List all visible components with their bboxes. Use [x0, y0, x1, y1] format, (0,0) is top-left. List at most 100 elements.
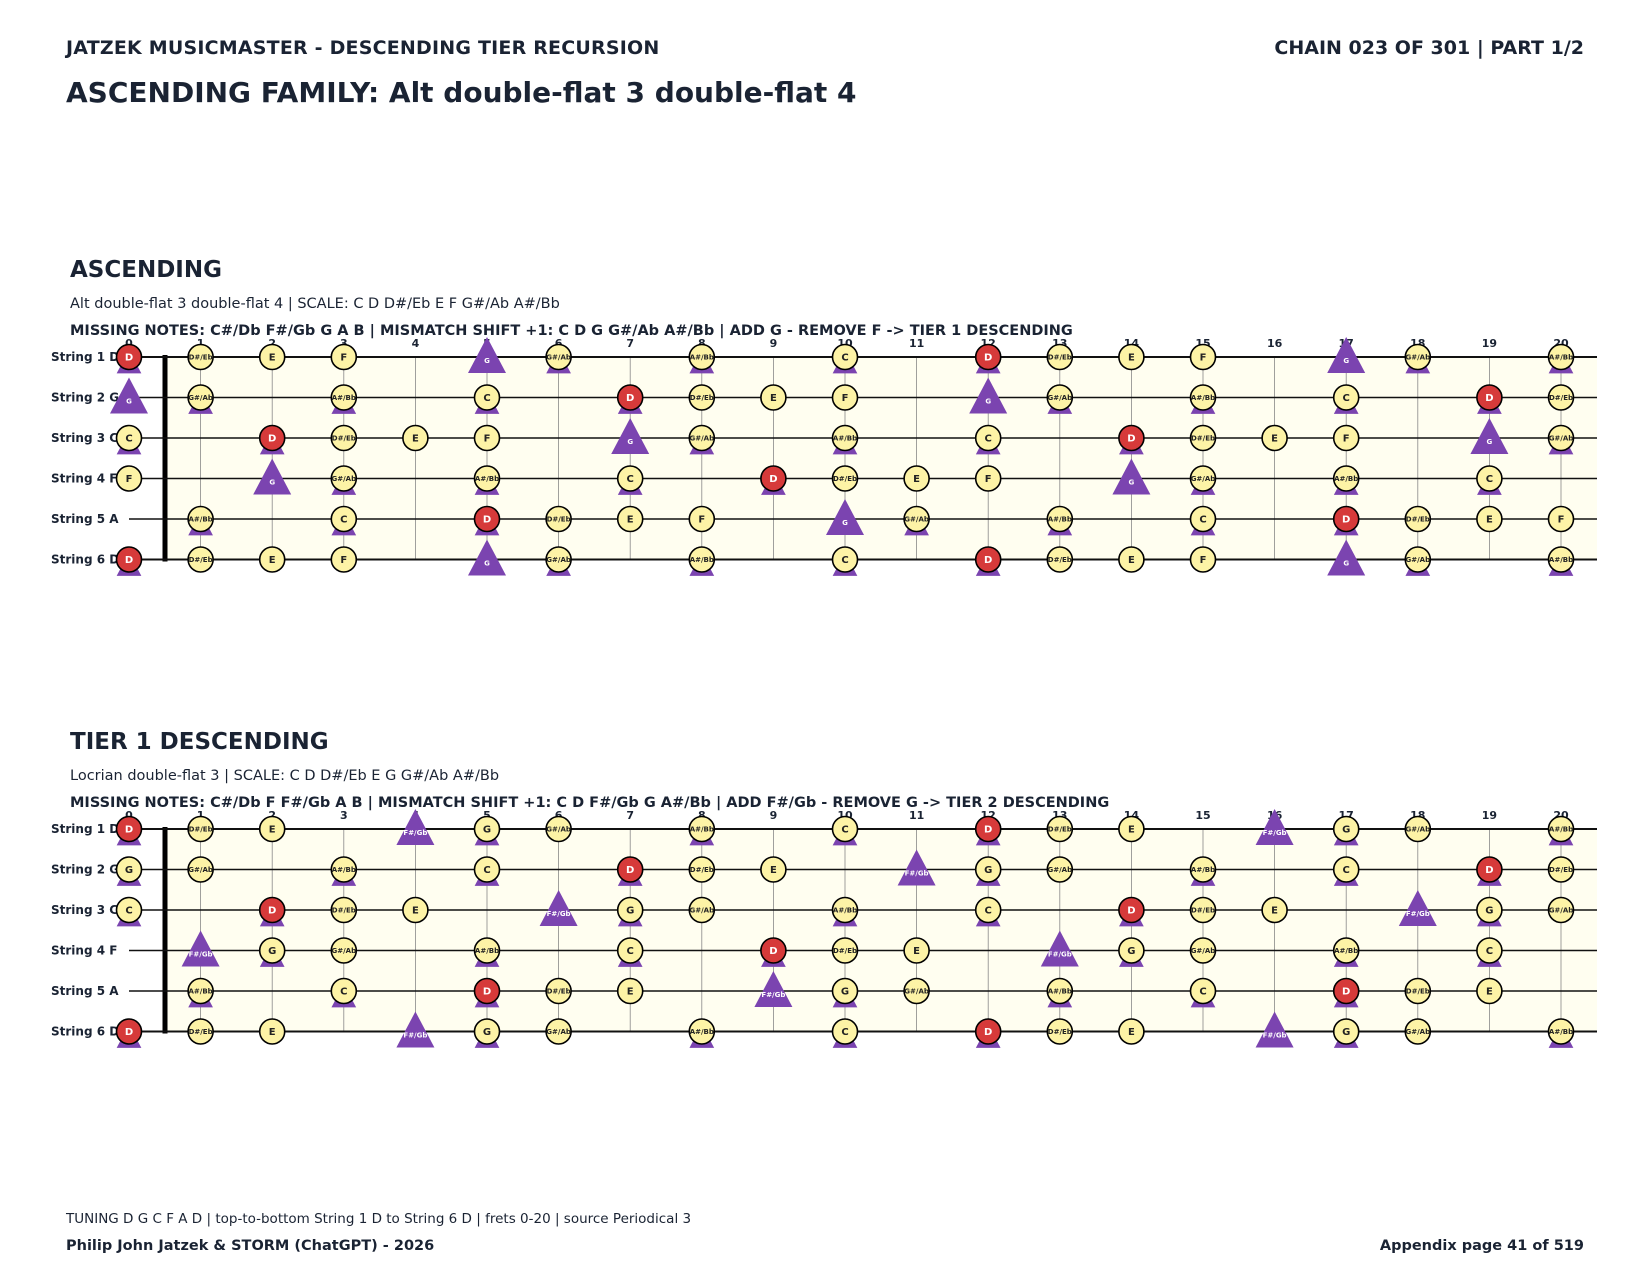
note-circle: [616, 977, 644, 1005]
root-note-circle: [974, 1018, 1002, 1045]
note-label: E: [1128, 825, 1135, 836]
note-label: D: [125, 555, 133, 566]
shift-marker-triangle: [1327, 539, 1366, 576]
note-circle: [115, 856, 143, 883]
note-label: G: [1343, 357, 1349, 365]
note-label: D#/Eb: [1191, 907, 1215, 915]
note-circle: [1189, 937, 1217, 964]
note-circle: [1046, 505, 1074, 533]
note-label: E: [627, 515, 634, 526]
note-label: A#/Bb: [1048, 516, 1072, 524]
note-circle: [1118, 546, 1145, 573]
root-note-circle: [616, 384, 644, 411]
note-circle: [1404, 815, 1432, 843]
note-circle: [616, 937, 644, 964]
note-label: G#/Ab: [1047, 866, 1072, 874]
note-circle: [187, 977, 214, 1005]
note-label: A#/Bb: [690, 1028, 714, 1036]
note-label: A#/Bb: [1048, 988, 1072, 996]
note-label: G#/Ab: [188, 394, 213, 402]
note-label: G#/Ab: [546, 354, 571, 362]
note-circle: [187, 856, 214, 883]
section-missing-notes: MISSING NOTES: C#/Db F#/Gb G A B | MISMA…: [70, 323, 1073, 339]
note-label: E: [269, 555, 276, 566]
note-label: G: [984, 865, 992, 876]
note-circle: [831, 424, 859, 452]
note-label: G: [269, 479, 275, 487]
note-circle: [974, 856, 1002, 883]
note-circle: [1189, 343, 1217, 371]
note-label: F: [126, 474, 133, 485]
string-label: String 1 D: [51, 822, 119, 836]
note-label: F: [1343, 434, 1350, 445]
fret-number: 19: [1482, 337, 1497, 350]
note-label: D#/Eb: [1549, 866, 1573, 874]
note-circle: [1189, 546, 1217, 573]
note-label: D: [125, 353, 133, 364]
note-label: G#/Ab: [904, 988, 929, 996]
shift-marker-triangle: [1255, 1011, 1294, 1048]
note-label: F: [985, 474, 992, 485]
note-circle: [1547, 384, 1575, 411]
note-circle: [903, 937, 930, 964]
note-label: C: [985, 906, 992, 917]
string-label: String 6 D: [51, 553, 119, 567]
note-label: A#/Bb: [189, 516, 213, 524]
string-label: String 3 C: [51, 431, 118, 445]
note-circle: [616, 896, 644, 924]
note-label: G#/Ab: [188, 866, 213, 874]
note-circle: [330, 937, 358, 964]
header-left: JATZEK MUSICMASTER - DESCENDING TIER REC…: [66, 37, 660, 59]
note-circle: [688, 856, 716, 883]
note-label: C: [1199, 515, 1206, 526]
shift-marker-triangle: [1398, 890, 1437, 926]
note-label: A#/Bb: [690, 826, 714, 834]
fret-number: 6: [555, 809, 563, 822]
note-label: C: [125, 906, 132, 917]
note-label: E: [627, 987, 634, 998]
footer-author: Philip John Jatzek & STORM (ChatGPT) - 2…: [66, 1238, 435, 1254]
shift-marker-triangle: [1112, 458, 1151, 495]
note-label: A#/Bb: [833, 907, 857, 915]
note-circle: [760, 856, 787, 883]
root-note-circle: [1476, 856, 1503, 883]
note-circle: [1189, 505, 1217, 533]
note-label: D: [125, 825, 133, 836]
fret-number: 16: [1267, 337, 1283, 350]
note-circle: [1189, 896, 1217, 924]
fret-number: 1: [197, 337, 205, 350]
root-note-circle: [1332, 505, 1360, 533]
section-subtitle: Alt double-flat 3 double-flat 4 | SCALE:…: [70, 296, 560, 312]
note-label: D#/Eb: [189, 1028, 213, 1036]
note-label: G#/Ab: [1191, 475, 1216, 483]
note-label: E: [412, 906, 419, 917]
note-label: G#/Ab: [1047, 394, 1072, 402]
note-label: A#/Bb: [1334, 947, 1358, 955]
note-label: G: [125, 865, 133, 876]
note-label: E: [269, 1027, 276, 1038]
note-label: D: [1342, 515, 1350, 526]
note-circle: [903, 465, 930, 492]
note-label: G: [841, 987, 849, 998]
note-circle: [831, 546, 859, 573]
note-circle: [115, 465, 143, 492]
note-circle: [1547, 856, 1575, 883]
note-circle: [1046, 1018, 1074, 1045]
note-label: G: [1487, 438, 1493, 446]
note-label: C: [1343, 865, 1350, 876]
note-circle: [1189, 856, 1217, 883]
shift-marker-triangle: [396, 1011, 435, 1048]
note-circle: [616, 465, 644, 492]
note-label: A#/Bb: [1549, 354, 1573, 362]
note-circle: [1118, 815, 1145, 843]
note-circle: [258, 343, 286, 371]
note-label: G#/Ab: [689, 907, 714, 915]
page-title: ASCENDING FAMILY: Alt double-flat 3 doub…: [66, 76, 857, 109]
note-label: C: [841, 825, 848, 836]
note-circle: [402, 424, 429, 452]
note-circle: [545, 343, 572, 371]
note-label: E: [269, 825, 276, 836]
fret-number: 11: [909, 809, 924, 822]
note-label: D#/Eb: [833, 475, 857, 483]
note-label: F: [1200, 353, 1207, 364]
